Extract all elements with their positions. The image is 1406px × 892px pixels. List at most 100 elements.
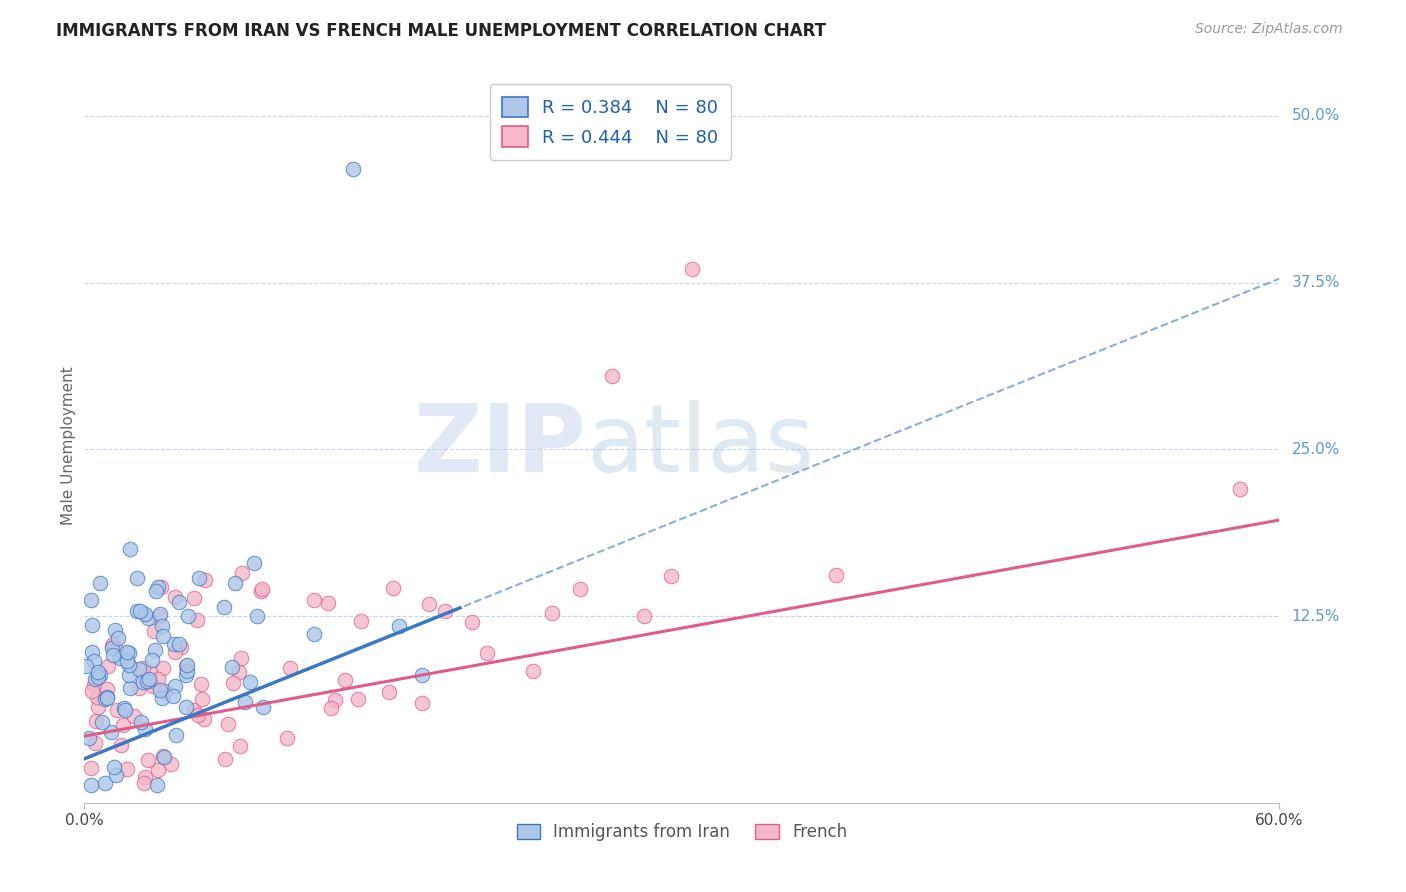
Point — [141, 653, 163, 667]
Point — [319, 700, 342, 714]
Point — [115, 654, 138, 668]
Point — [86, 690, 108, 704]
Point — [212, 600, 235, 615]
Point — [128, 662, 150, 676]
Text: IMMIGRANTS FROM IRAN VS FRENCH MALE UNEMPLOYMENT CORRELATION CHART: IMMIGRANTS FROM IRAN VS FRENCH MALE UNEM… — [56, 22, 827, 40]
Point — [94, 692, 117, 706]
Point — [278, 660, 301, 674]
Point — [125, 570, 148, 584]
Point — [174, 667, 197, 681]
Point — [167, 637, 190, 651]
Point — [107, 632, 129, 646]
Point — [103, 648, 125, 662]
Point — [600, 368, 623, 383]
Point — [176, 699, 198, 714]
Point — [97, 658, 120, 673]
Point — [659, 569, 682, 583]
Point — [228, 665, 250, 680]
Point — [96, 690, 118, 704]
Point — [89, 668, 111, 682]
Point — [162, 689, 184, 703]
Point — [90, 714, 112, 729]
Point — [214, 752, 236, 766]
Point — [434, 603, 457, 617]
Point — [117, 647, 139, 661]
Point — [252, 700, 274, 714]
Text: atlas: atlas — [586, 400, 814, 492]
Point — [165, 728, 187, 742]
Point — [186, 613, 208, 627]
Point — [169, 595, 191, 609]
Point — [165, 645, 187, 659]
Point — [118, 667, 141, 681]
Point — [231, 566, 253, 580]
Point — [134, 722, 156, 736]
Point — [134, 770, 156, 784]
Text: 37.5%: 37.5% — [1292, 275, 1340, 290]
Point — [152, 661, 174, 675]
Point — [411, 696, 433, 710]
Point — [117, 644, 139, 658]
Point — [176, 664, 198, 678]
Point — [103, 637, 125, 651]
Point — [136, 611, 159, 625]
Point — [418, 597, 440, 611]
Point — [302, 593, 325, 607]
Point — [132, 675, 155, 690]
Point — [132, 776, 155, 790]
Point — [134, 607, 156, 621]
Point — [149, 682, 172, 697]
Point — [224, 576, 246, 591]
Point — [138, 672, 160, 686]
Point — [152, 749, 174, 764]
Point — [222, 676, 245, 690]
Point — [475, 646, 498, 660]
Point — [160, 756, 183, 771]
Point — [183, 591, 205, 606]
Point — [191, 691, 214, 706]
Point — [633, 609, 655, 624]
Point — [148, 608, 170, 623]
Point — [188, 571, 211, 585]
Point — [84, 714, 107, 728]
Point — [569, 582, 592, 596]
Point — [153, 683, 176, 698]
Point — [193, 712, 215, 726]
Point — [108, 651, 131, 665]
Point — [350, 614, 373, 628]
Point — [132, 661, 155, 675]
Point — [229, 739, 252, 753]
Point — [150, 580, 173, 594]
Point — [231, 651, 253, 665]
Point — [382, 581, 405, 595]
Point — [94, 776, 117, 790]
Point — [681, 262, 703, 277]
Point — [250, 584, 273, 599]
Y-axis label: Male Unemployment: Male Unemployment — [60, 367, 76, 525]
Point — [80, 592, 103, 607]
Point — [146, 672, 169, 686]
Text: ZIP: ZIP — [413, 400, 586, 492]
Point — [136, 753, 159, 767]
Point — [80, 684, 103, 698]
Point — [101, 641, 124, 656]
Point — [103, 760, 125, 774]
Point — [522, 664, 544, 678]
Point — [152, 619, 174, 633]
Point — [541, 606, 564, 620]
Point — [96, 681, 118, 696]
Point — [152, 749, 174, 764]
Point — [163, 590, 186, 604]
Point — [139, 665, 162, 679]
Point — [75, 658, 97, 673]
Point — [83, 736, 105, 750]
Point — [333, 673, 356, 687]
Point — [233, 695, 256, 709]
Point — [117, 658, 139, 673]
Point — [163, 637, 186, 651]
Point — [183, 703, 205, 717]
Point — [152, 629, 174, 643]
Point — [105, 768, 128, 782]
Point — [89, 576, 111, 591]
Point — [110, 738, 132, 752]
